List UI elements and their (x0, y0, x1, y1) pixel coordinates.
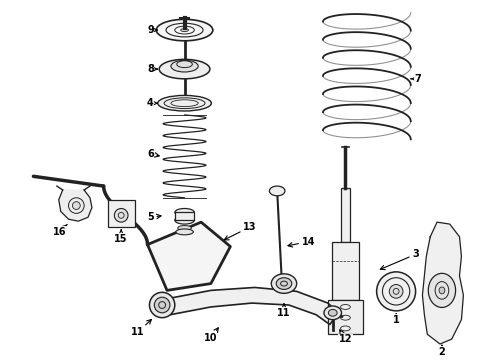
Ellipse shape (171, 60, 198, 72)
Text: 11: 11 (131, 319, 151, 337)
Text: 5: 5 (147, 212, 161, 222)
Ellipse shape (158, 95, 211, 111)
Bar (341, 188, 350, 242)
Ellipse shape (181, 28, 189, 32)
Text: 6: 6 (147, 149, 159, 159)
Polygon shape (59, 190, 92, 221)
Polygon shape (170, 288, 343, 324)
Ellipse shape (175, 208, 195, 216)
Ellipse shape (275, 281, 289, 290)
Text: 9: 9 (147, 25, 157, 35)
Bar (107, 200, 135, 227)
Bar (328, 300, 363, 334)
Text: 7: 7 (411, 74, 421, 84)
Text: 3: 3 (380, 249, 419, 270)
Ellipse shape (176, 229, 194, 235)
Text: 10: 10 (204, 328, 218, 343)
Ellipse shape (270, 186, 285, 196)
Ellipse shape (114, 208, 128, 222)
Text: 15: 15 (115, 230, 128, 244)
Text: 16: 16 (53, 224, 67, 237)
Text: 8: 8 (147, 64, 157, 74)
Ellipse shape (377, 272, 416, 311)
Ellipse shape (389, 284, 403, 298)
Text: 1: 1 (393, 314, 399, 325)
Text: 14: 14 (288, 237, 315, 247)
Text: 13: 13 (224, 222, 257, 240)
Ellipse shape (328, 309, 337, 316)
Ellipse shape (73, 202, 80, 210)
Ellipse shape (276, 278, 292, 289)
Ellipse shape (154, 297, 170, 313)
Text: 12: 12 (339, 330, 352, 344)
Ellipse shape (175, 216, 195, 224)
Polygon shape (147, 222, 230, 291)
Polygon shape (422, 222, 464, 344)
Ellipse shape (428, 273, 456, 307)
Ellipse shape (324, 306, 342, 320)
Bar (175, 212, 195, 220)
Ellipse shape (271, 274, 296, 293)
Text: 2: 2 (439, 345, 445, 357)
Text: 4: 4 (147, 98, 157, 108)
Ellipse shape (149, 292, 175, 318)
Ellipse shape (159, 59, 210, 79)
Bar (332, 242, 359, 300)
Ellipse shape (178, 226, 192, 230)
Ellipse shape (439, 287, 445, 294)
Text: 11: 11 (277, 304, 291, 318)
Ellipse shape (156, 19, 213, 41)
